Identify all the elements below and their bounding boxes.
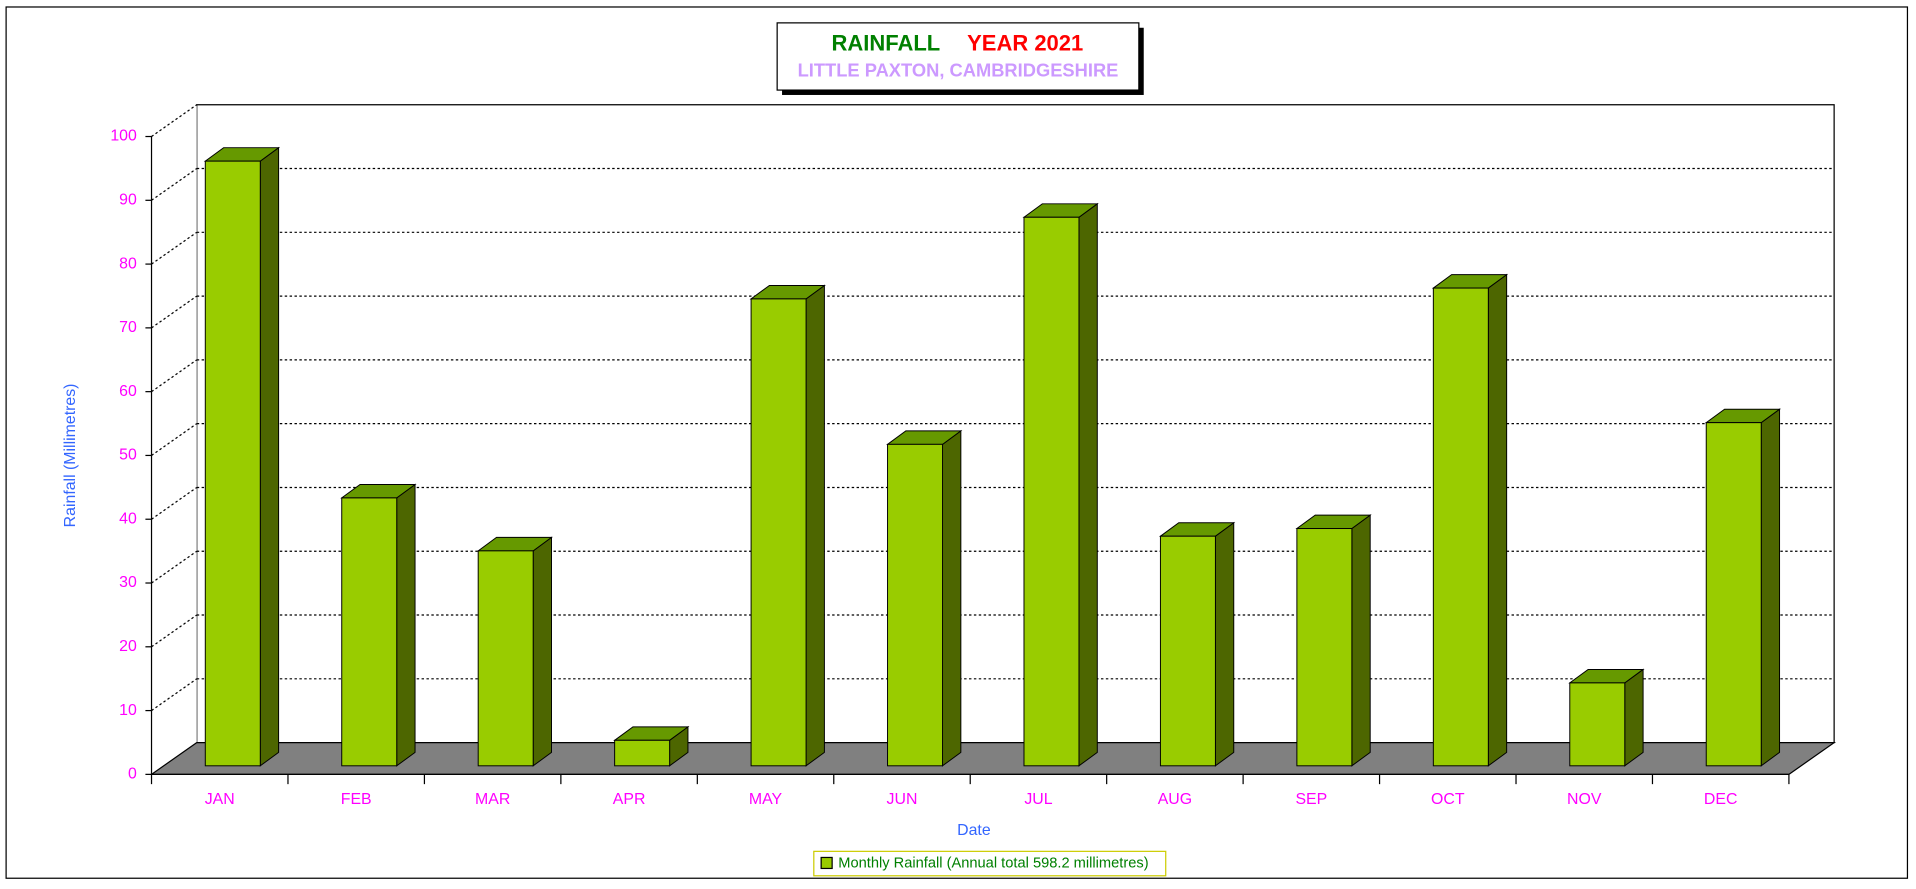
bar xyxy=(341,497,398,767)
grid-line xyxy=(151,614,198,648)
x-tick-label: DEC xyxy=(1704,791,1738,808)
bar-side xyxy=(1624,668,1644,767)
grid-line xyxy=(151,359,198,393)
y-tick-label: 60 xyxy=(119,383,137,400)
bar-side xyxy=(259,146,280,767)
grid-line xyxy=(151,423,198,456)
bar-side xyxy=(1351,514,1371,767)
title-box xyxy=(776,22,1140,91)
bar xyxy=(1296,528,1353,767)
grid-line xyxy=(151,678,198,712)
y-tick-label: 50 xyxy=(119,447,137,464)
legend: Monthly Rainfall (Annual total 598.2 mil… xyxy=(813,850,1167,877)
x-tick-label: OCT xyxy=(1431,791,1465,808)
legend-box xyxy=(813,850,1167,877)
y-tick-label: 100 xyxy=(110,128,137,145)
x-tick-label: JUN xyxy=(887,791,918,808)
bar-side xyxy=(1760,408,1781,767)
bar xyxy=(1705,422,1762,767)
y-tick-label: 30 xyxy=(119,574,137,591)
y-tick-label: 40 xyxy=(119,510,137,527)
bar-side xyxy=(1214,521,1235,767)
x-tick-label: FEB xyxy=(341,791,372,808)
y-tick-label: 20 xyxy=(119,638,137,655)
bar xyxy=(477,550,534,767)
chart-title-year: YEAR 2021 xyxy=(967,31,1083,56)
grid-line xyxy=(151,486,198,520)
y-tick-label: 0 xyxy=(128,766,137,783)
bar-side xyxy=(396,483,416,767)
x-tick-label: JUL xyxy=(1024,791,1052,808)
y-tick-label: 80 xyxy=(119,255,137,272)
chart-subtitle: LITTLE PAXTON, CAMBRIDGESHIRE xyxy=(798,60,1119,81)
left-wall xyxy=(151,104,197,775)
grid-line xyxy=(151,104,198,138)
bar xyxy=(750,298,807,767)
bar-side xyxy=(805,284,825,767)
bar-side xyxy=(942,429,962,767)
y-tick-label: 10 xyxy=(119,702,137,719)
grid-line xyxy=(151,231,198,265)
x-tick-label: NOV xyxy=(1567,791,1602,808)
bar xyxy=(887,443,944,767)
y-axis-title: Rainfall (Millimetres) xyxy=(62,384,79,528)
x-tick-label: MAR xyxy=(475,791,510,808)
x-tick-label: APR xyxy=(613,791,646,808)
x-tick-label: AUG xyxy=(1158,791,1192,808)
bar xyxy=(204,160,261,767)
x-axis-title: Date xyxy=(957,822,991,839)
x-tick-label: MAY xyxy=(749,791,783,808)
legend-label: Monthly Rainfall (Annual total 598.2 mil… xyxy=(838,855,1148,871)
bar xyxy=(1432,287,1489,767)
bar-side xyxy=(532,536,552,767)
x-tick-label: JAN xyxy=(205,791,235,808)
grid-line xyxy=(151,168,198,201)
bar xyxy=(614,739,671,767)
y-tick-label: 90 xyxy=(119,191,137,208)
grid-line xyxy=(151,295,198,329)
bar-side xyxy=(1487,273,1508,767)
bar xyxy=(1023,216,1080,767)
bar xyxy=(1159,535,1216,767)
y-tick-label: 70 xyxy=(119,319,137,336)
legend-swatch xyxy=(820,856,833,870)
bar xyxy=(1569,682,1626,767)
x-tick-label: SEP xyxy=(1295,791,1327,808)
bar-side xyxy=(1078,202,1098,767)
chart-title: RAINFALL xyxy=(832,31,941,56)
grid-line xyxy=(151,550,198,584)
